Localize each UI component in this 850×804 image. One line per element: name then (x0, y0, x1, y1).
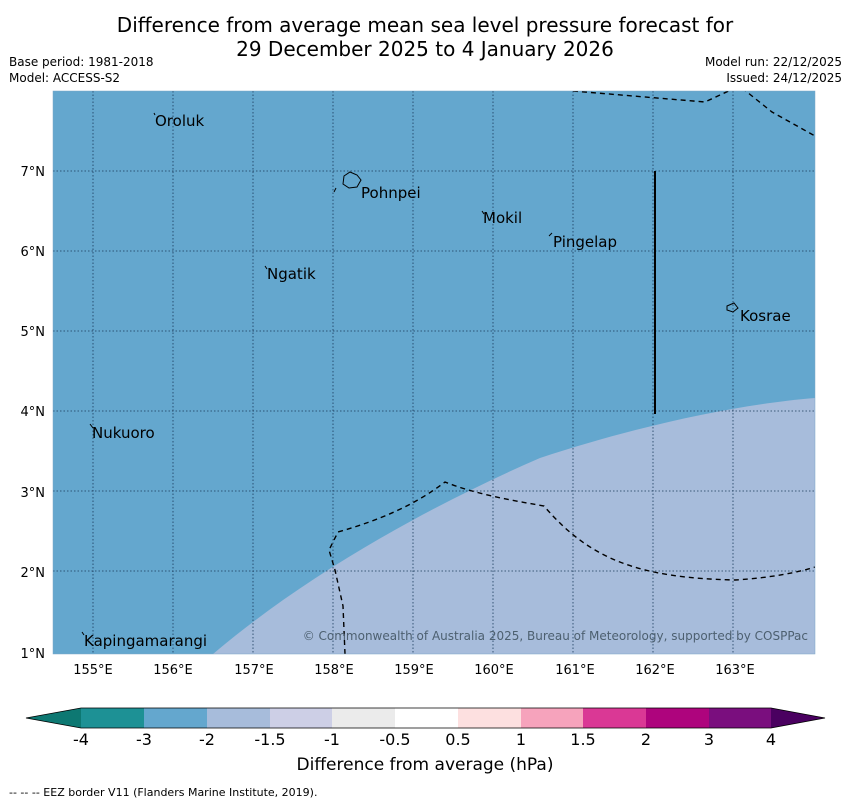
colorbar-swatch-5 (332, 708, 395, 728)
eez-border-south (328, 481, 815, 654)
colorbar-outline (25, 707, 826, 729)
pingelap-mark (548, 232, 553, 237)
place-ngatik: Ngatik (267, 265, 316, 283)
issued-date: Issued: 24/12/2025 (726, 71, 842, 85)
lat-label-3: 3°N (21, 486, 46, 501)
colorbar-tick-8: 1 (516, 730, 526, 749)
colorbar (25, 707, 826, 729)
eez-border-north (572, 91, 731, 103)
lon-label-155: 155°E (73, 663, 113, 678)
ngatik-mark (264, 265, 268, 270)
colorbar-tick-3: -2 (199, 730, 215, 749)
colorbar-ticks: -4 -3 -2 -1.5 -1 -0.5 0.5 1 1.5 2 3 4 (73, 730, 776, 749)
colorbar-label: Difference from average (hPa) (296, 755, 554, 775)
pohnpei-island-outline (342, 171, 362, 189)
eez-footnote: -- -- -- EEZ border V11 (Flanders Marine… (9, 786, 318, 799)
colorbar-tick-5: -1 (324, 730, 340, 749)
copyright-notice: © Commonwealth of Australia 2025, Bureau… (303, 629, 808, 643)
model-run: Model run: 22/12/2025 (704, 55, 842, 69)
title-line-2: 29 December 2025 to 4 January 2026 (236, 37, 614, 61)
nukuoro-mark (89, 423, 94, 429)
colorbar-tick-2: -3 (136, 730, 152, 749)
lat-axis-labels: 7°N 6°N 5°N 4°N 3°N 2°N 1°N (21, 165, 46, 662)
graticule (53, 91, 815, 654)
lon-label-162: 162°E (635, 663, 675, 678)
place-mokil: Mokil (483, 209, 522, 227)
lon-label-163: 163°E (715, 663, 755, 678)
colorbar-swatch-2 (144, 708, 207, 728)
place-kapingamarangi: Kapingamarangi (84, 632, 207, 650)
colorbar-swatch-6 (395, 708, 458, 728)
colorbar-tick-11: 3 (704, 730, 714, 749)
place-oroluk: Oroluk (155, 112, 204, 130)
place-nukuoro: Nukuoro (92, 424, 155, 442)
map-area: Oroluk Pohnpei Mokil Pingelap Ngatik Kos… (53, 91, 815, 654)
colorbar-swatch-1 (81, 708, 144, 728)
colorbar-tick-1: -4 (73, 730, 89, 749)
colorbar-tick-10: 2 (641, 730, 651, 749)
colorbar-tick-9: 1.5 (570, 730, 595, 749)
lon-label-160: 160°E (474, 663, 514, 678)
meta-right: Model run: 22/12/2025 Issued: 24/12/2025 (705, 54, 842, 86)
eez-border-northeast (744, 91, 815, 137)
eez-borders (328, 91, 815, 654)
chart-title: Difference from average mean sea level p… (0, 13, 850, 61)
oroluk-mark (153, 112, 156, 116)
model-name: Model: ACCESS-S2 (9, 71, 121, 85)
lon-label-156: 156°E (153, 663, 193, 678)
colorbar-swatch-7 (458, 708, 521, 728)
place-pohnpei: Pohnpei (361, 184, 421, 202)
colorbar-swatch-9 (583, 708, 646, 728)
lat-label-6: 6°N (21, 245, 46, 260)
colorbar-tick-7: 0.5 (445, 730, 470, 749)
kapingamarangi-mark (81, 631, 85, 636)
colorbar-swatch-8 (521, 708, 583, 728)
colorbar-swatch-4 (270, 708, 332, 728)
colorbar-swatch-10 (646, 708, 709, 728)
place-labels: Oroluk Pohnpei Mokil Pingelap Ngatik Kos… (84, 112, 791, 650)
meta-left: Base period: 1981-2018 Model: ACCESS-S2 (9, 54, 154, 86)
place-kosrae: Kosrae (740, 307, 791, 325)
colorbar-swatch-3 (207, 708, 270, 728)
mokil-mark (481, 210, 485, 215)
map-frame (52, 90, 816, 655)
ant-atoll-outline (333, 187, 337, 193)
lat-label-1: 1°N (21, 647, 46, 662)
colorbar-tick-12: 4 (766, 730, 776, 749)
base-period: Base period: 1981-2018 (9, 55, 154, 69)
colorbar-tick-6: -0.5 (379, 730, 410, 749)
islands (81, 112, 739, 636)
title-line-1: Difference from average mean sea level p… (116, 13, 734, 37)
lon-axis-labels: 155°E 156°E 157°E 158°E 159°E 160°E 161°… (73, 663, 755, 678)
colorbar-swatch-11 (709, 708, 771, 728)
lon-label-159: 159°E (394, 663, 434, 678)
lon-label-161: 161°E (555, 663, 595, 678)
lat-label-5: 5°N (21, 325, 46, 340)
colorbar-tick-4: -1.5 (254, 730, 285, 749)
lat-label-2: 2°N (21, 566, 46, 581)
kosrae-island-outline (726, 302, 739, 313)
lon-label-157: 157°E (234, 663, 274, 678)
colorbar-extend-high (771, 708, 825, 728)
lat-label-7: 7°N (21, 165, 46, 180)
colorbar-extend-low (26, 708, 81, 728)
fill-region-minus2-to-minus1.5 (213, 398, 815, 654)
place-pingelap: Pingelap (553, 233, 617, 251)
lat-label-4: 4°N (21, 405, 46, 420)
lon-label-158: 158°E (314, 663, 354, 678)
